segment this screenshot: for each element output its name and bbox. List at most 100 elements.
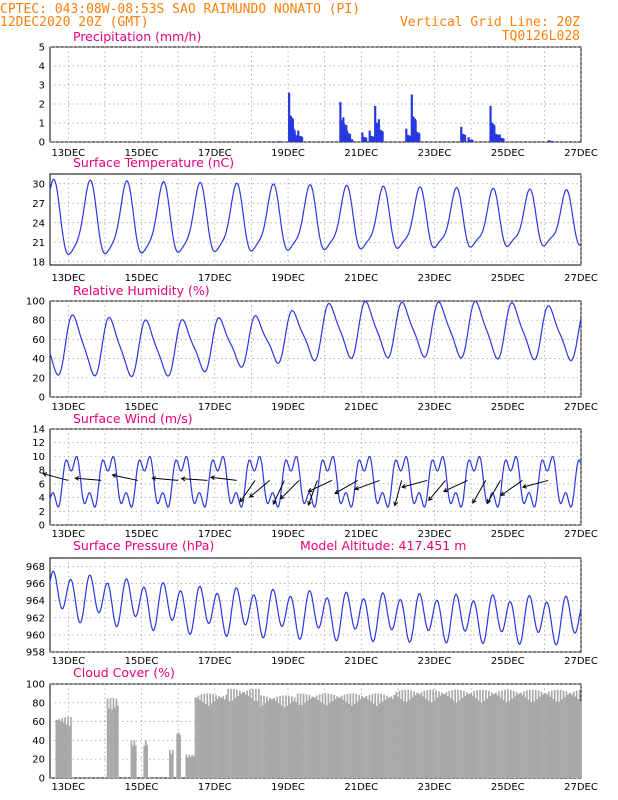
wind-xtick-label: 23DEC bbox=[418, 529, 452, 540]
wind-ytick-label: 4 bbox=[39, 493, 45, 504]
cloud-bar bbox=[130, 740, 133, 778]
cloud-bar bbox=[387, 697, 390, 778]
cloud-bar bbox=[416, 692, 418, 778]
cloud-bar bbox=[362, 697, 365, 778]
cloud-bar bbox=[203, 693, 206, 778]
cloud-bar bbox=[209, 693, 211, 778]
cloud-bar bbox=[261, 705, 264, 778]
precip-bar bbox=[372, 136, 375, 142]
precip-bar bbox=[349, 134, 352, 142]
cloud-bar bbox=[470, 692, 473, 778]
cloud-bar bbox=[571, 694, 574, 778]
precip-xtick-label: 13DEC bbox=[51, 148, 85, 159]
wind-ytick-label: 14 bbox=[32, 425, 45, 436]
cloud-bar bbox=[568, 692, 571, 778]
pressure-ytick-label: 966 bbox=[26, 579, 45, 590]
cloud-bar bbox=[201, 701, 204, 778]
cloud-bar bbox=[289, 703, 292, 778]
pressure-ytick-label: 958 bbox=[26, 648, 45, 659]
cloud-bar bbox=[427, 701, 430, 778]
cloud-bar bbox=[361, 696, 363, 778]
header-location: CPTEC: 043:08W-08:53S SAO RAIMUNDO NONAT… bbox=[0, 2, 360, 17]
wind-arrow-head bbox=[279, 494, 285, 500]
cloud-bar bbox=[348, 704, 350, 778]
cloud-bar bbox=[375, 705, 378, 778]
cloud-bar bbox=[339, 697, 341, 778]
cloud-xtick-label: 27DEC bbox=[564, 782, 598, 793]
cloud-bar bbox=[56, 719, 59, 778]
cloud-bar bbox=[246, 690, 248, 778]
cloud-bar bbox=[330, 694, 333, 778]
cloud-bar bbox=[268, 697, 271, 778]
cloud-bar bbox=[179, 734, 181, 778]
cloud-bar bbox=[394, 694, 396, 778]
cloud-bar bbox=[542, 694, 544, 778]
cloud-ytick-label: 40 bbox=[32, 736, 45, 747]
cloud-bar bbox=[227, 688, 229, 778]
cloud-bar bbox=[340, 695, 343, 778]
cloud-bar bbox=[240, 693, 243, 778]
cloud-bar bbox=[487, 690, 490, 778]
cloud-bar bbox=[520, 692, 522, 778]
cloud-bar bbox=[528, 689, 531, 778]
cloud-bar bbox=[483, 700, 486, 778]
cloud-xtick-label: 19DEC bbox=[271, 782, 305, 793]
cloud-bar bbox=[482, 689, 484, 778]
cloud-bar bbox=[279, 695, 281, 778]
cloud-bar bbox=[556, 689, 559, 778]
cloud-bar bbox=[543, 693, 546, 778]
rh-xtick-label: 23DEC bbox=[418, 402, 452, 413]
cloud-bar bbox=[365, 695, 368, 778]
temp-xtick-label: 19DEC bbox=[271, 273, 305, 284]
cloud-bar bbox=[249, 689, 251, 778]
cloud-ytick-label: 20 bbox=[32, 755, 45, 766]
pressure-ytick-label: 960 bbox=[26, 630, 45, 641]
cloud-bar bbox=[403, 701, 405, 778]
cloud-bar bbox=[441, 692, 443, 778]
cloud-bar bbox=[206, 693, 209, 778]
temp-ytick-label: 30 bbox=[32, 179, 45, 190]
cloud-bar bbox=[461, 698, 464, 778]
cloud-bar bbox=[133, 740, 136, 778]
cloud-bar bbox=[238, 690, 241, 778]
cloud-bar bbox=[280, 705, 283, 778]
cloud-bar bbox=[342, 699, 344, 778]
pressure-plot-frame bbox=[49, 557, 582, 653]
cloud-bar bbox=[299, 693, 302, 778]
cloud-bar bbox=[372, 703, 375, 778]
cloud-bar bbox=[67, 716, 69, 778]
rh-ytick-label: 20 bbox=[32, 373, 45, 384]
cloud-bar bbox=[222, 695, 225, 778]
cloud-bar bbox=[285, 695, 287, 778]
cloud-bar bbox=[317, 700, 319, 778]
cloud-bar bbox=[292, 701, 295, 778]
cloud-bar bbox=[496, 695, 499, 778]
cloud-bar bbox=[255, 688, 257, 778]
cloud-bar bbox=[192, 756, 195, 778]
cloud-bar bbox=[283, 707, 286, 778]
wind-arrow-head bbox=[521, 484, 527, 489]
cloud-bar bbox=[505, 702, 508, 778]
cloud-bar bbox=[540, 691, 543, 778]
cloud-bar bbox=[511, 698, 514, 778]
cloud-bar bbox=[213, 701, 216, 778]
wind-arrow-head bbox=[239, 497, 244, 503]
wind-ytick-label: 10 bbox=[32, 452, 45, 463]
wind-xtick-label: 15DEC bbox=[125, 529, 159, 540]
cloud-bar bbox=[454, 689, 456, 778]
cloud-bar bbox=[59, 721, 62, 778]
rh-xtick-label: 13DEC bbox=[51, 402, 85, 413]
cloud-bar bbox=[176, 733, 179, 778]
cloud-bar bbox=[572, 691, 575, 778]
precip-bar bbox=[551, 141, 554, 142]
wind-arrow bbox=[401, 479, 428, 488]
wind-xtick-label: 27DEC bbox=[564, 529, 598, 540]
cloud-bar bbox=[574, 696, 577, 778]
cloud-bar bbox=[436, 697, 439, 778]
wind-arrow bbox=[428, 480, 446, 501]
cloud-bar bbox=[507, 689, 509, 778]
cloud-bar bbox=[370, 701, 372, 778]
cloud-bar bbox=[534, 689, 537, 778]
cloud-bar bbox=[270, 699, 273, 778]
rh-ytick-label: 80 bbox=[32, 316, 45, 327]
